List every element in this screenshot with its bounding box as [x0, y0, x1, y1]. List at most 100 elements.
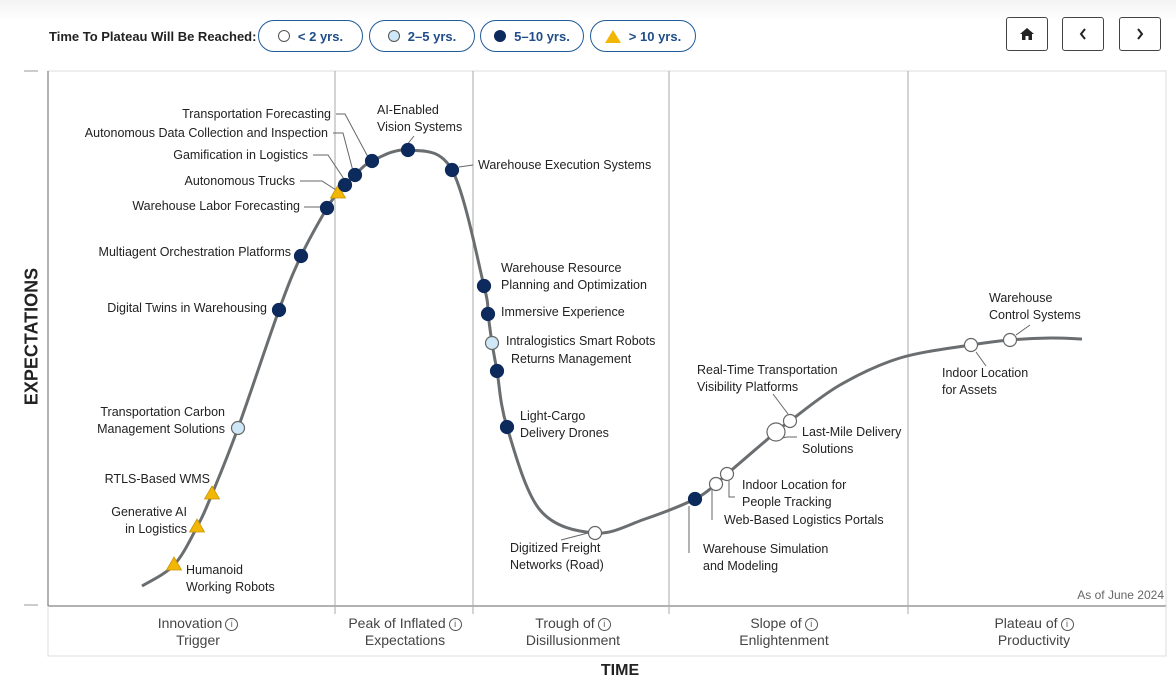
marker-warehouse-control-systems — [1002, 332, 1018, 348]
circle-white-icon — [277, 30, 290, 42]
leader-line-indoor-location-for-assets — [975, 351, 987, 367]
marker-warehouse-execution-systems — [444, 162, 460, 178]
label-line: Vision Systems — [377, 120, 462, 134]
label-gamification-in-logistics: Gamification in Logistics — [173, 148, 308, 162]
info-icon[interactable]: i — [597, 618, 611, 631]
label-line: Warehouse Simulation — [703, 542, 828, 556]
marker-intralogistics-smart-robots — [484, 335, 500, 351]
label-transportation-carbon-management-solutions: Transportation Carbon Management Solution… — [97, 405, 225, 436]
leader-line-real-time-transportation-visibility-platforms — [772, 393, 789, 415]
label-line: for Assets — [942, 383, 997, 397]
label-line: Visibility Platforms — [697, 380, 798, 394]
label-digitized-freight-networks-road: Digitized Freight Networks (Road) — [510, 541, 604, 572]
label-line: Autonomous Trucks — [185, 174, 295, 188]
marker-warehouse-simulation-and-modeling — [687, 491, 703, 507]
legend-filter-lt2[interactable]: < 2 yrs. — [258, 20, 363, 52]
info-icon[interactable]: i — [225, 618, 239, 631]
marker-multiagent-orchestration-platforms — [293, 248, 309, 264]
chevron-left-icon — [1079, 28, 1086, 40]
leader-line-warehouse-control-systems — [1015, 324, 1031, 336]
marker-generative-ai-in-logistics — [188, 518, 206, 533]
label-line: RTLS-Based WMS — [105, 472, 210, 486]
x-axis-label: TIME — [600, 662, 640, 679]
label-returns-management: Returns Management — [511, 352, 632, 366]
legend-filter-5to10[interactable]: 5–10 yrs. — [480, 20, 584, 52]
as-of-date: As of June 2024 — [1077, 588, 1164, 602]
marker-transportation-carbon-management-solutions — [230, 420, 246, 436]
circle-navy-icon — [494, 30, 507, 42]
leader-line-indoor-location-for-people-tracking — [728, 481, 735, 498]
leader-line-autonomous-data-collection-and-inspection — [333, 132, 354, 172]
leader-line-warehouse-execution-systems — [458, 164, 474, 168]
label-line: Warehouse Execution Systems — [478, 158, 651, 172]
label-immersive-experience: Immersive Experience — [501, 305, 625, 319]
home-button[interactable] — [1006, 17, 1048, 51]
label-line: Returns Management — [511, 352, 632, 366]
phase-innovation-trigger: Innovation i Trigger — [98, 615, 298, 649]
label-line: Planning and Optimization — [501, 278, 647, 292]
marker-last-mile-delivery-solutions — [766, 422, 786, 442]
hype-curve — [141, 148, 1083, 588]
label-line: Delivery Drones — [520, 426, 609, 440]
marker-indoor-location-for-assets — [963, 337, 979, 353]
legend-filter-gt10[interactable]: > 10 yrs. — [590, 20, 696, 52]
label-line: Transportation Forecasting — [182, 107, 331, 121]
triangle-yellow-icon — [604, 29, 621, 43]
label-indoor-location-for-people-tracking: Indoor Location for People Tracking — [742, 478, 846, 509]
label-last-mile-delivery-solutions: Last-Mile Delivery Solutions — [802, 425, 902, 456]
label-autonomous-data-collection-and-inspection: Autonomous Data Collection and Inspectio… — [85, 126, 328, 140]
marker-immersive-experience — [480, 306, 496, 322]
marker-returns-management — [489, 363, 505, 379]
label-line: People Tracking — [742, 495, 832, 509]
home-icon — [1020, 28, 1034, 40]
marker-rtls-based-wms — [203, 485, 221, 500]
label-real-time-transportation-visibility-platforms: Real-Time Transportation Visibility Platf… — [697, 363, 838, 394]
label-line: Web-Based Logistics Portals — [724, 513, 884, 527]
info-icon[interactable]: i — [1060, 618, 1074, 631]
label-line: and Modeling — [703, 559, 778, 573]
phase-plateau: Plateau of i Productivity — [954, 615, 1114, 649]
label-warehouse-labor-forecasting: Warehouse Labor Forecasting — [132, 199, 300, 213]
label-line: Transportation Carbon — [100, 405, 225, 419]
label-line: Gamification in Logistics — [173, 148, 308, 162]
legend-label: 2–5 yrs. — [407, 28, 457, 44]
circle-lightblue-icon — [387, 30, 400, 42]
phase-peak: Peak of Inflated i Expectations — [325, 615, 485, 649]
info-icon[interactable]: i — [448, 618, 462, 631]
label-line: Indoor Location — [942, 366, 1028, 380]
chevron-right-icon — [1137, 28, 1144, 40]
previous-button[interactable] — [1062, 17, 1104, 51]
info-icon[interactable]: i — [804, 618, 818, 631]
label-line: Working Robots — [186, 580, 275, 594]
label-warehouse-execution-systems: Warehouse Execution Systems — [478, 158, 651, 172]
label-line: Management Solutions — [97, 422, 225, 436]
label-line: Warehouse Resource — [501, 261, 621, 275]
label-web-based-logistics-portals: Web-Based Logistics Portals — [724, 513, 884, 527]
marker-warehouse-resource-planning-and-optimization — [476, 278, 492, 294]
next-button[interactable] — [1119, 17, 1161, 51]
label-line: Generative AI — [111, 505, 187, 519]
label-intralogistics-smart-robots: Intralogistics Smart Robots — [506, 334, 655, 348]
leader-line-digitized-freight-networks-road — [560, 532, 589, 541]
label-line: Control Systems — [989, 308, 1081, 322]
marker-transportation-forecasting — [364, 153, 380, 169]
top-bar — [0, 0, 1176, 70]
leader-line-autonomous-trucks — [300, 180, 337, 191]
label-line: Humanoid — [186, 563, 243, 577]
legend-label: < 2 yrs. — [297, 28, 344, 44]
legend-filter-2to5[interactable]: 2–5 yrs. — [369, 20, 475, 52]
label-line: Autonomous Data Collection and Inspectio… — [85, 126, 328, 140]
label-indoor-location-for-assets: Indoor Location for Assets — [942, 366, 1028, 397]
label-generative-ai-in-logistics: Generative AI in Logistics — [111, 505, 187, 536]
legend-label: 5–10 yrs. — [514, 28, 570, 44]
marker-indoor-location-for-people-tracking — [719, 466, 735, 482]
label-line: Warehouse Labor Forecasting — [132, 199, 300, 213]
marker-web-based-logistics-portals — [708, 476, 724, 492]
label-line: Intralogistics Smart Robots — [506, 334, 655, 348]
marker-digital-twins-in-warehousing — [271, 302, 287, 318]
label-line: Last-Mile Delivery — [802, 425, 902, 439]
marker-digitized-freight-networks-road — [587, 525, 603, 541]
legend-title: Time To Plateau Will Be Reached: — [49, 29, 257, 44]
label-line: Real-Time Transportation — [697, 363, 838, 377]
label-line: Solutions — [802, 442, 853, 456]
